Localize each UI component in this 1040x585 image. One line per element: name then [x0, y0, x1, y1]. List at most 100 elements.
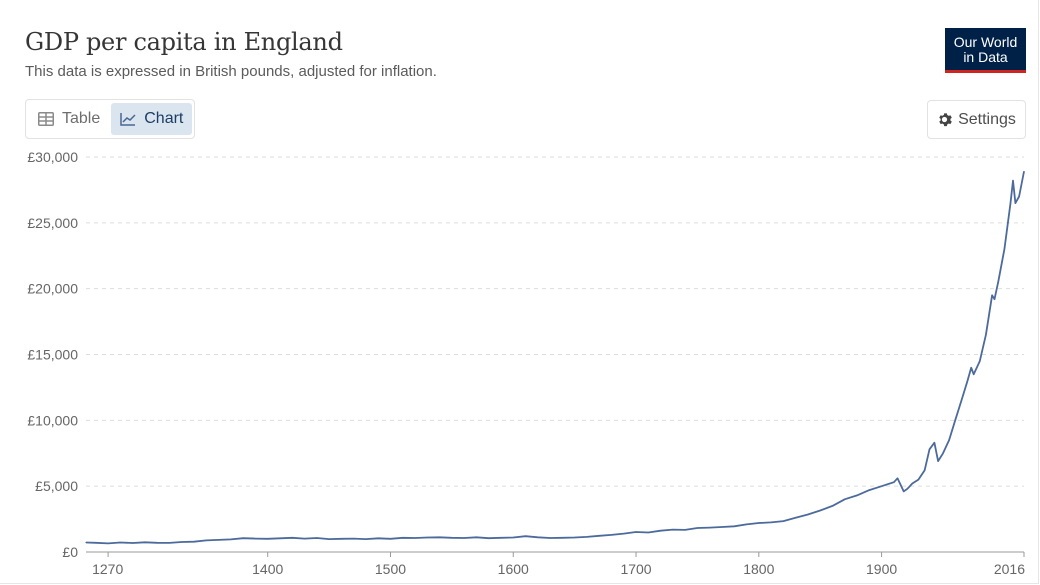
data-point	[896, 477, 899, 479]
data-point	[696, 527, 699, 529]
data-point	[549, 537, 551, 539]
owid-logo[interactable]: Our World in Data	[945, 28, 1026, 73]
data-point	[1018, 195, 1020, 198]
data-point	[928, 448, 931, 450]
data-point	[193, 541, 195, 543]
data-point	[991, 294, 993, 296]
data-point	[230, 538, 232, 541]
data-point	[924, 469, 926, 471]
x-tick-label: 1500	[375, 561, 406, 577]
data-point	[893, 481, 895, 483]
data-point	[377, 537, 379, 539]
data-point	[917, 479, 920, 481]
data-point	[85, 541, 87, 544]
data-point	[267, 538, 269, 540]
data-point	[911, 482, 913, 485]
data-point	[844, 498, 846, 500]
data-point	[881, 485, 883, 487]
data-point	[819, 509, 821, 512]
data-point	[168, 542, 171, 544]
data-point	[365, 538, 367, 540]
x-tick-label: 1270	[92, 561, 123, 577]
data-point	[903, 490, 905, 492]
data-point	[181, 541, 183, 543]
data-point	[537, 536, 539, 538]
x-tick-label: 2016	[994, 561, 1025, 577]
data-point	[414, 537, 416, 539]
data-point	[426, 536, 428, 539]
tab-chart-label: Chart	[144, 110, 184, 127]
x-tick-label: 1400	[252, 561, 283, 577]
data-point	[868, 489, 870, 491]
data-point	[279, 537, 281, 539]
settings-label: Settings	[958, 110, 1016, 128]
settings-button[interactable]: Settings	[927, 100, 1026, 139]
y-tick-label: £20,000	[27, 281, 78, 297]
data-point	[942, 452, 944, 454]
x-tick-label: 1900	[866, 561, 897, 577]
data-point	[856, 494, 858, 496]
data-point	[745, 523, 748, 526]
data-point	[218, 539, 220, 541]
data-point	[647, 531, 649, 534]
tab-table-label: Table	[62, 110, 101, 127]
series-line-england[interactable]	[85, 171, 1025, 545]
data-point	[960, 400, 963, 402]
data-point	[709, 527, 711, 529]
data-point	[586, 536, 588, 538]
x-tick-label: 1800	[743, 561, 774, 577]
data-point	[1003, 248, 1006, 250]
data-point	[475, 536, 477, 538]
data-point	[451, 537, 453, 539]
data-point	[402, 537, 404, 539]
x-tick-label: 1700	[620, 561, 651, 577]
data-point	[948, 439, 950, 441]
data-point	[660, 530, 662, 532]
data-point	[95, 542, 97, 544]
gear-icon	[939, 113, 952, 127]
data-point	[770, 521, 772, 524]
data-point	[721, 526, 723, 528]
data-point	[500, 537, 502, 539]
data-point	[795, 517, 797, 519]
chart-subtitle: This data is expressed in British pounds…	[25, 63, 437, 80]
data-point	[954, 419, 956, 421]
logo-line-1: Our World	[953, 34, 1018, 50]
data-point	[1023, 170, 1025, 173]
data-point	[970, 367, 972, 369]
data-point	[598, 535, 600, 537]
data-point	[107, 542, 109, 545]
data-point	[807, 513, 809, 516]
data-point	[439, 536, 441, 538]
data-point	[993, 298, 996, 300]
data-point	[291, 537, 293, 539]
tab-table[interactable]: Table	[29, 103, 109, 135]
data-point	[488, 537, 490, 539]
data-point	[684, 529, 686, 531]
data-point	[242, 537, 244, 539]
data-point	[132, 542, 134, 544]
data-point	[205, 539, 207, 542]
data-point	[353, 538, 355, 540]
logo-line-2: in Data	[963, 49, 1008, 65]
data-point	[733, 525, 735, 527]
data-point	[156, 542, 158, 544]
tab-chart[interactable]: Chart	[111, 103, 193, 135]
data-point	[1012, 180, 1014, 182]
data-point	[340, 538, 342, 540]
data-point	[463, 537, 465, 539]
data-point	[303, 538, 306, 540]
chart-title: GDP per capita in England	[25, 28, 343, 56]
y-tick-label: £30,000	[27, 149, 78, 165]
data-point	[782, 520, 785, 522]
data-point	[610, 534, 613, 536]
table-icon	[38, 112, 54, 126]
data-point	[979, 360, 981, 362]
line-chart-icon	[120, 113, 136, 126]
data-point	[512, 536, 514, 539]
data-point	[672, 529, 674, 531]
data-point	[328, 538, 330, 540]
data-point	[561, 537, 564, 539]
data-point	[389, 538, 392, 540]
